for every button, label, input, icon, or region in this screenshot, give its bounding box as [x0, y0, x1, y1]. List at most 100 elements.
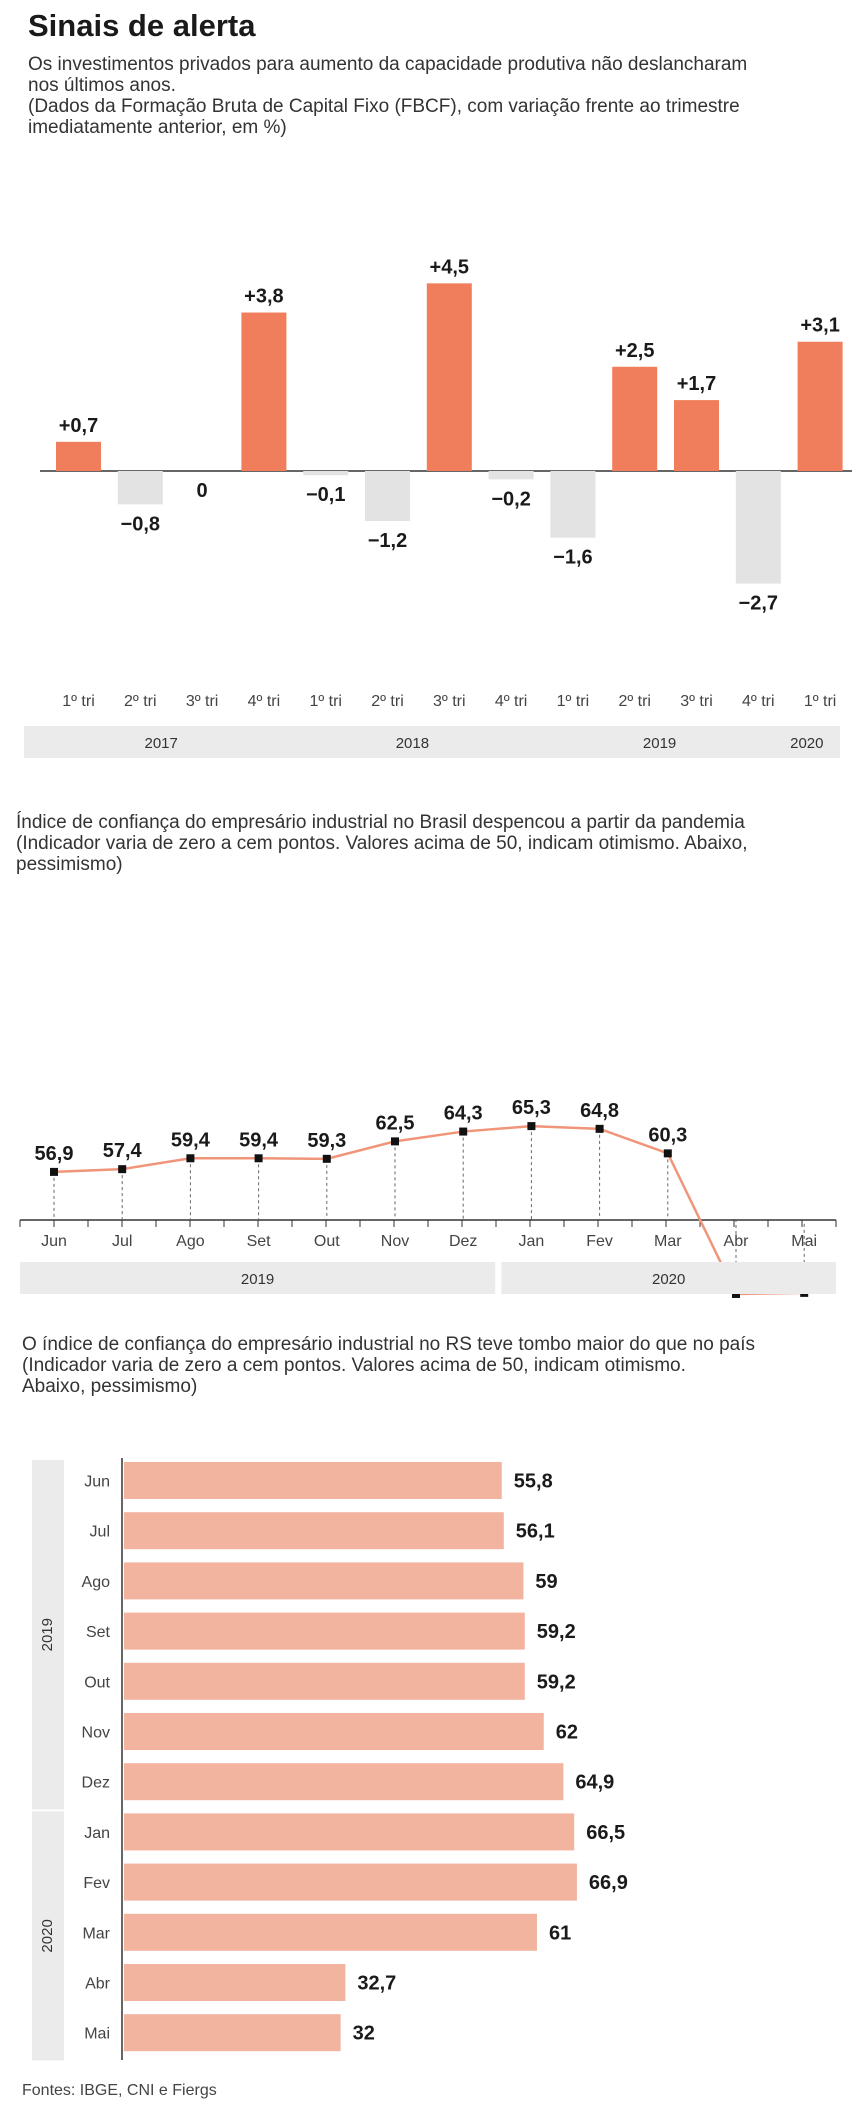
data-label: −1,2: [368, 530, 407, 552]
data-point: [459, 1127, 468, 1136]
bar: [303, 471, 349, 476]
series-line: [53, 1124, 805, 1296]
chart1-subtitle-line: (Dados da Formação Bruta de Capital Fixo…: [28, 96, 740, 117]
x-tick-label: 3º tri: [186, 693, 219, 710]
x-tick-label: Abr: [724, 1233, 750, 1250]
y-tick-label: Abr: [85, 1976, 111, 1993]
year-band: [526, 726, 793, 758]
bar: [426, 283, 472, 471]
fbcf-bar-chart: +0,7 1º tri −0,8 2º tri 0 3º tri +3,8 4º tri −0,…: [24, 256, 852, 758]
x-tick-label: 4º tri: [248, 693, 281, 710]
year-band: [773, 726, 840, 758]
chart3-subtitle-line: Abaixo, pessimismo): [22, 1376, 198, 1397]
data-label: −0,1: [306, 484, 345, 506]
x-tick-label: Dez: [449, 1233, 477, 1250]
x-tick-label: 1º tri: [557, 693, 590, 710]
y-tick-label: Mai: [84, 2026, 110, 2043]
y-tick-label: Jan: [84, 1825, 110, 1842]
bar: [124, 1763, 564, 1801]
y-tick-label: Jul: [90, 1524, 110, 1541]
data-label: 66,5: [586, 1822, 625, 1844]
y-tick-label: Ago: [82, 1574, 111, 1591]
data-point: [322, 1154, 331, 1163]
page-title: Sinais de alerta: [28, 8, 256, 43]
x-tick-label: 2º tri: [371, 693, 404, 710]
data-label: +3,8: [244, 286, 283, 308]
data-label: −1,6: [553, 547, 592, 569]
data-label: +0,7: [59, 415, 98, 437]
year-label: 2020: [790, 735, 823, 752]
year-label: 2019: [241, 1271, 274, 1288]
data-label: +3,1: [800, 315, 839, 337]
x-tick-label: 1º tri: [309, 693, 342, 710]
data-label: 64,3: [444, 1103, 483, 1125]
chart1-subtitle: Os investimentos privados para aumento d…: [28, 54, 747, 138]
year-band: [24, 726, 299, 758]
x-tick-label: 1º tri: [62, 693, 95, 710]
chart3-subtitle-line: O índice de confiança do empresário indu…: [22, 1334, 755, 1355]
data-label: 66,9: [589, 1872, 628, 1894]
bar: [124, 1813, 575, 1851]
data-label: −0,8: [121, 513, 160, 535]
x-tick-label: 4º tri: [495, 693, 528, 710]
data-label: 0: [197, 480, 208, 502]
confidence-line-chart: 56,9 Jun 57,4 Jul 59,4 Ago 59,4 Set 59,3 Out 62,5 N…: [19, 1097, 837, 1298]
data-label: +1,7: [677, 373, 716, 395]
y-tick-label: Fev: [83, 1875, 110, 1892]
bar: [488, 471, 534, 480]
chart1-subtitle-line: Os investimentos privados para aumento d…: [28, 54, 748, 75]
x-tick-label: Mar: [654, 1233, 682, 1250]
data-point: [50, 1167, 58, 1176]
x-tick-label: Jun: [41, 1233, 67, 1250]
data-label: +2,5: [615, 340, 654, 362]
chart1-subtitle-line: imediatamente anterior, em %): [28, 117, 287, 138]
data-label: 64,8: [580, 1100, 619, 1122]
data-point: [595, 1124, 604, 1133]
data-label: 65,3: [512, 1097, 551, 1119]
data-label: 32: [353, 2023, 375, 2045]
y-tick-label: Mar: [82, 1925, 110, 1942]
chart2-subtitle: Índice de confiança do empresário indust…: [16, 812, 748, 875]
data-point: [527, 1122, 536, 1131]
bar: [612, 366, 658, 471]
data-label: 59,4: [239, 1129, 279, 1151]
year-label: 2017: [145, 735, 178, 752]
x-tick-label: Out: [314, 1233, 340, 1250]
bar: [365, 471, 410, 522]
data-label: −2,7: [739, 593, 778, 615]
year-label: 2019: [643, 735, 676, 752]
data-point: [663, 1149, 672, 1158]
data-label: 62: [556, 1722, 578, 1744]
year-band: [20, 1262, 496, 1294]
year-label: 2019: [39, 1618, 56, 1651]
bar: [124, 1612, 525, 1650]
year-band: [501, 1262, 836, 1294]
data-label: 32,7: [357, 1973, 396, 1995]
x-tick-label: 3º tri: [433, 693, 466, 710]
y-tick-label: Set: [86, 1624, 111, 1641]
data-label: 60,3: [648, 1124, 687, 1146]
data-label: −0,2: [491, 488, 530, 510]
data-label: 59,4: [171, 1129, 211, 1151]
y-tick-label: Nov: [82, 1725, 110, 1742]
bar: [124, 1713, 544, 1750]
data-label: 55,8: [514, 1471, 553, 1493]
y-tick-label: Dez: [82, 1775, 110, 1792]
data-label: +4,5: [430, 256, 469, 278]
data-label: 64,9: [575, 1772, 614, 1794]
x-tick-label: Mai: [791, 1233, 817, 1250]
x-tick-label: Ago: [176, 1233, 205, 1250]
y-tick-label: Jun: [84, 1474, 110, 1491]
bar: [550, 471, 596, 538]
bar: [56, 441, 101, 471]
bar: [124, 2014, 341, 2052]
chart2-subtitle-line: Índice de confiança do empresário indust…: [16, 812, 745, 833]
x-tick-label: 1º tri: [804, 693, 837, 710]
bar: [124, 1662, 525, 1700]
bar: [124, 1512, 504, 1550]
x-tick-label: 2º tri: [124, 693, 157, 710]
data-point: [118, 1165, 127, 1174]
source-note: Fontes: IBGE, CNI e Fiergs: [22, 2082, 217, 2099]
bar: [124, 1913, 537, 1951]
data-label: 56,9: [35, 1143, 74, 1165]
